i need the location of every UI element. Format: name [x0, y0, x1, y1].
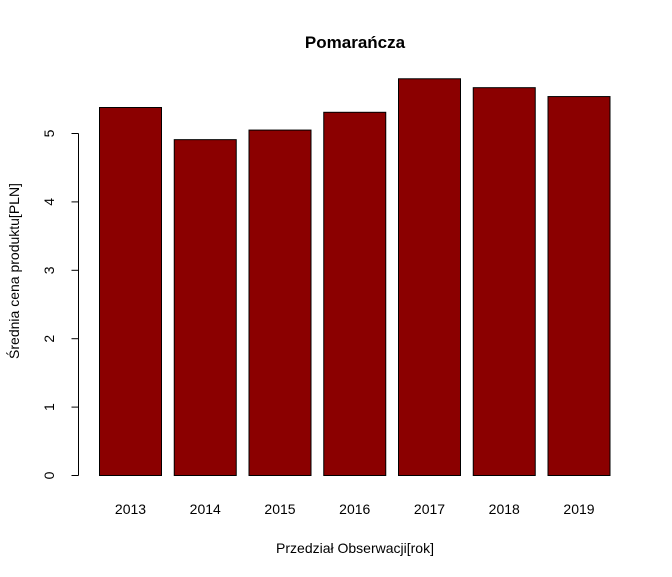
x-tick-labels: 2013 2014 2015 2016 2017 2018 2019	[115, 501, 595, 517]
x-tick-label: 2016	[339, 501, 370, 517]
y-axis-label: Średnia cena produktu[PLN]	[5, 183, 22, 359]
bar-2019	[547, 96, 611, 477]
bar-2013	[99, 107, 162, 477]
x-tick-label: 2014	[190, 501, 221, 517]
x-tick-label: 2018	[489, 501, 520, 517]
bar-2018	[472, 87, 536, 476]
chart-title: Pomarańcza	[305, 33, 406, 52]
y-axis: 0 1 2 3 4 5	[41, 129, 79, 479]
y-tick-label: 5	[41, 129, 57, 137]
x-tick-label: 2013	[115, 501, 146, 517]
x-tick-label: 2019	[563, 501, 594, 517]
x-tick-label: 2017	[414, 501, 445, 517]
y-tick-label: 2	[41, 335, 57, 343]
bar-2015	[248, 129, 312, 477]
bars-group	[99, 78, 611, 477]
bar-2017	[398, 78, 461, 476]
y-tick-label: 3	[41, 266, 57, 274]
y-tick-label: 1	[41, 403, 57, 411]
y-tick-label: 4	[41, 198, 57, 206]
x-tick-label: 2015	[264, 501, 295, 517]
y-tick-label: 0	[41, 471, 57, 479]
x-axis-label: Przedział Obserwacji[rok]	[276, 540, 434, 556]
bar-2016	[323, 111, 387, 477]
bar-2014	[173, 139, 237, 476]
